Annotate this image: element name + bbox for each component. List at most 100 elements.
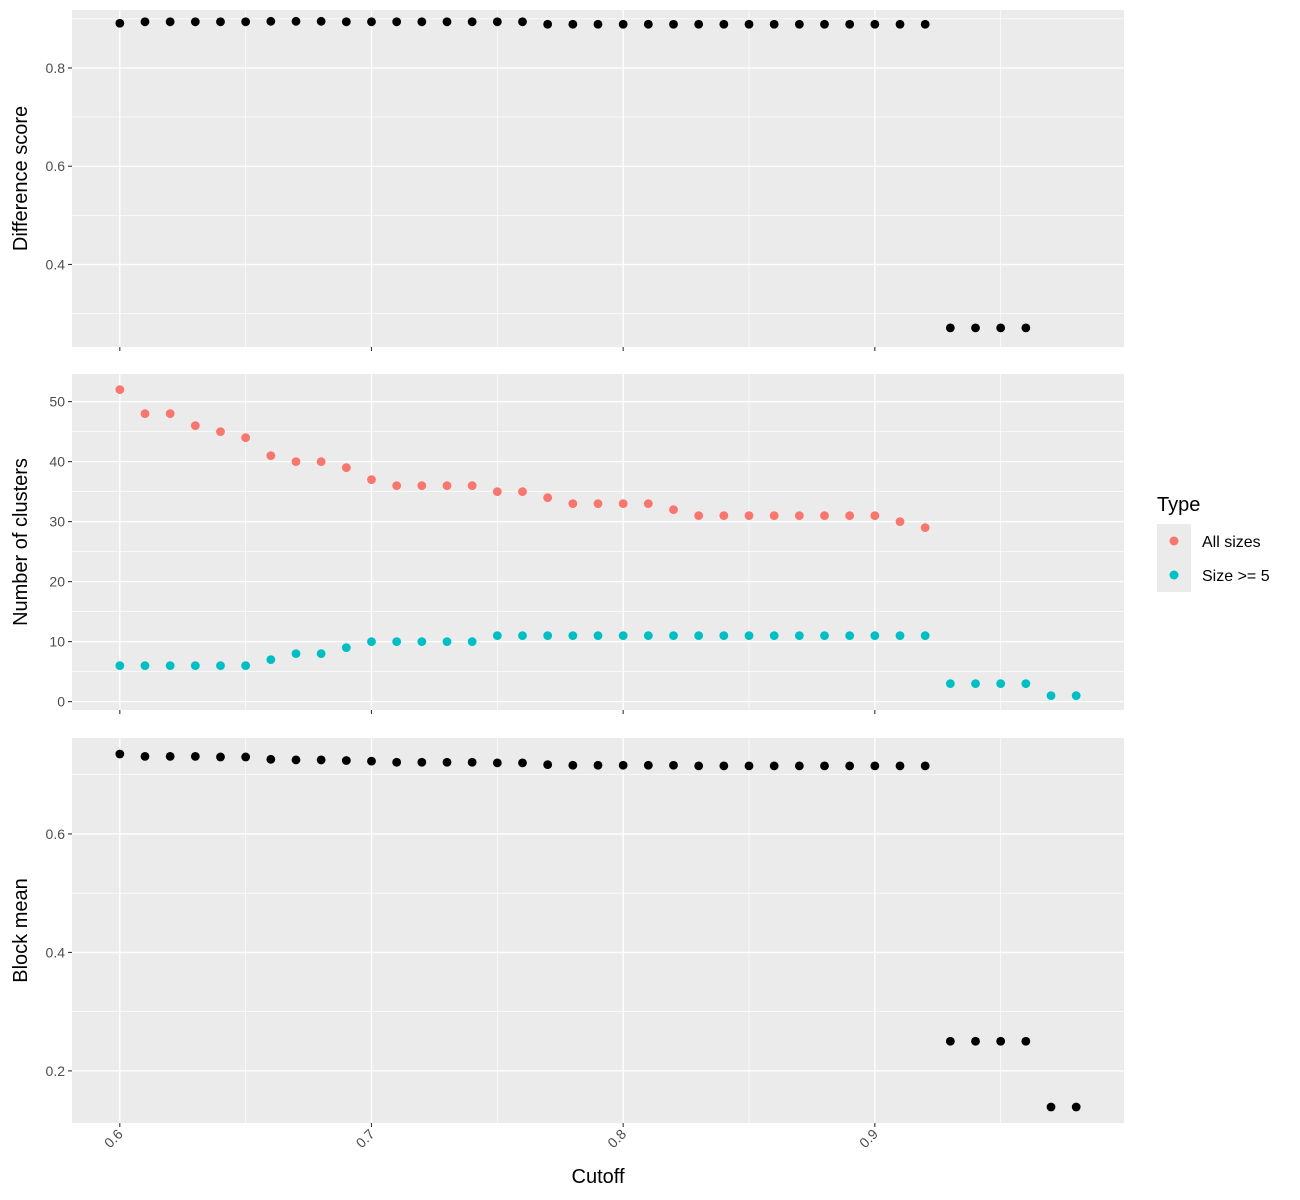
data-point [165, 17, 175, 27]
data-point [241, 433, 251, 442]
data-point [845, 631, 855, 640]
data-point [694, 511, 704, 520]
data-point [140, 751, 150, 761]
data-point [744, 511, 754, 520]
y-axis-title: Block mean [10, 878, 32, 983]
data-point [719, 19, 729, 29]
data-point [341, 756, 351, 765]
data-point [492, 487, 502, 496]
y-axis-title: Difference score [10, 106, 32, 251]
data-point [543, 19, 553, 29]
data-point [492, 631, 502, 640]
data-point [190, 421, 200, 430]
data-point [719, 761, 729, 771]
data-point [794, 511, 804, 520]
panel-background [72, 374, 1124, 710]
data-point [1021, 1036, 1031, 1046]
data-point [467, 637, 477, 646]
data-point [870, 511, 880, 520]
data-point [744, 19, 754, 29]
data-point [190, 751, 200, 761]
data-point [669, 631, 678, 640]
data-point [1046, 691, 1056, 700]
data-point [467, 757, 477, 767]
data-point [467, 17, 477, 27]
data-point [593, 499, 603, 508]
y-tick-label: 50 [49, 394, 65, 410]
data-point [115, 661, 125, 670]
data-point [920, 523, 930, 532]
data-point [442, 757, 452, 767]
data-point [694, 761, 704, 771]
data-point [518, 758, 527, 768]
data-point [895, 761, 905, 771]
data-point [1021, 679, 1031, 688]
y-tick-label: 0 [57, 694, 65, 710]
data-point [241, 17, 251, 27]
data-point [945, 323, 955, 333]
y-tick-label: 0.8 [46, 60, 66, 76]
legend: Type All sizes Size >= 5 [1157, 494, 1270, 592]
data-point [140, 17, 150, 27]
legend-label-size-ge-5: Size >= 5 [1202, 568, 1270, 585]
data-point [316, 16, 326, 26]
data-point [316, 649, 326, 658]
panel-2: 0 10 20 30 40 50 Number of clusters [10, 374, 1124, 714]
x-tick-label: 0.9 [856, 1126, 881, 1151]
data-point [744, 631, 754, 640]
data-point [367, 17, 376, 27]
x-axis-title: Cutoff [572, 1166, 625, 1188]
data-point [291, 755, 301, 765]
data-point [518, 631, 527, 640]
data-point [945, 1036, 955, 1046]
data-point [769, 511, 779, 520]
data-point [618, 760, 628, 770]
data-point [417, 637, 427, 646]
y-tick-label: 10 [49, 634, 65, 650]
data-point [769, 631, 779, 640]
data-point [870, 761, 880, 771]
data-point [618, 631, 628, 640]
data-point [442, 637, 452, 646]
data-point [165, 661, 175, 670]
data-point [618, 19, 628, 29]
data-point [518, 17, 527, 27]
data-point [895, 631, 905, 640]
data-point [971, 323, 980, 333]
data-point [392, 757, 402, 767]
data-point [820, 511, 829, 520]
data-point [920, 19, 930, 29]
data-point [945, 679, 955, 688]
x-tick-label: 0.8 [604, 1126, 629, 1151]
data-point [593, 19, 603, 29]
data-point [367, 756, 376, 766]
data-point [291, 457, 301, 466]
data-point [115, 18, 125, 28]
data-point [241, 752, 251, 762]
data-point [845, 511, 855, 520]
data-point [216, 17, 225, 27]
data-point [820, 19, 829, 29]
data-point [643, 760, 653, 770]
data-point [543, 760, 553, 770]
data-point [568, 499, 578, 508]
data-point [216, 661, 225, 670]
data-point [643, 499, 653, 508]
panels-layer: 0.4 0.6 0.8 Difference score 0 10 20 30 40 50 Numb… [10, 10, 1124, 1151]
data-point [870, 19, 880, 29]
data-point [794, 761, 804, 771]
legend-label-all-sizes: All sizes [1202, 534, 1261, 551]
y-tick-label: 40 [49, 454, 65, 470]
data-point [291, 16, 301, 26]
data-point [492, 17, 502, 27]
data-point [392, 637, 402, 646]
data-point [694, 631, 704, 640]
data-point [543, 493, 553, 502]
data-point [870, 631, 880, 640]
data-point [719, 631, 729, 640]
data-point [417, 481, 427, 490]
data-point [190, 661, 200, 670]
data-point [593, 631, 603, 640]
data-point [115, 385, 125, 394]
data-point [719, 511, 729, 520]
